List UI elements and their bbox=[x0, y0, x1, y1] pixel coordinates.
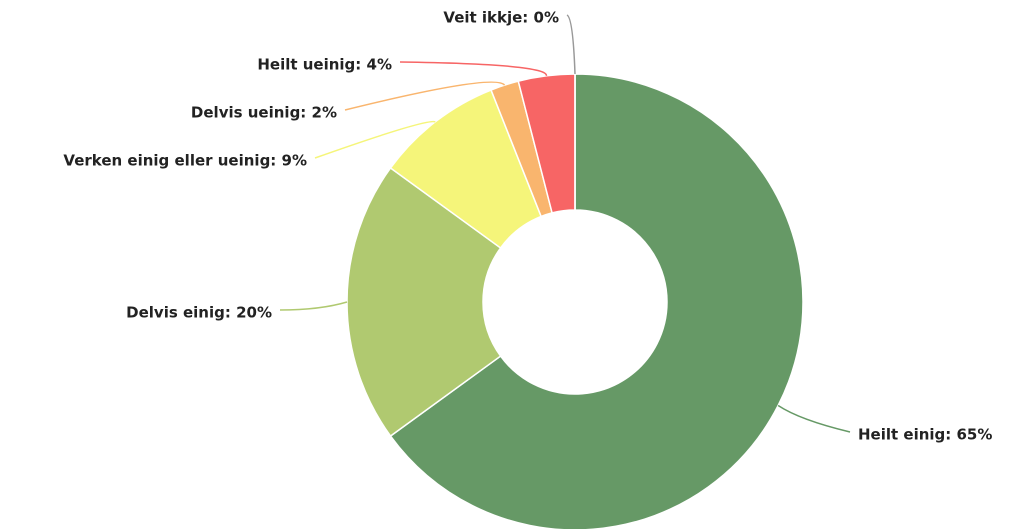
data-label: Heilt einig: 65% bbox=[858, 426, 992, 444]
connector bbox=[279, 301, 348, 311]
connector bbox=[399, 61, 548, 77]
connector bbox=[777, 404, 851, 433]
connector bbox=[344, 81, 506, 111]
data-label: Delvis einig: 20% bbox=[126, 304, 272, 322]
slice bbox=[389, 73, 804, 529]
connector bbox=[566, 14, 576, 75]
connector bbox=[314, 120, 436, 159]
data-label: Delvis ueinig: 2% bbox=[191, 104, 337, 122]
slice bbox=[346, 166, 502, 438]
data-label: Verken einig eller ueinig: 9% bbox=[63, 152, 307, 170]
data-label: Veit ikkje: 0% bbox=[443, 9, 559, 27]
data-label: Heilt ueinig: 4% bbox=[257, 56, 392, 74]
